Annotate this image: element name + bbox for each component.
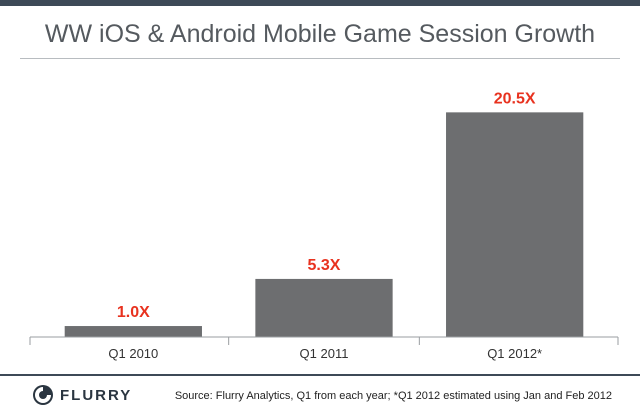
x-tick-label-1: Q1 2010: [108, 346, 158, 361]
title-divider: [20, 58, 620, 59]
x-tick-label-3: Q1 2012*: [487, 346, 542, 361]
flurry-logo: FLURRY: [32, 383, 132, 407]
flurry-logo-icon: [33, 385, 53, 405]
source-note: Source: Flurry Analytics, Q1 from each y…: [174, 390, 612, 402]
data-label-2: 5.3X: [308, 257, 341, 274]
flurry-logo-text: FLURRY: [60, 386, 133, 404]
footer-rule: [0, 374, 640, 376]
bar-chart: 1.0X Q1 2010 5.3X Q1 2011 20.5X Q1 2012*: [29, 90, 619, 361]
top-rule: [0, 0, 640, 6]
data-label-1: 1.0X: [117, 304, 150, 321]
bar-3: [446, 112, 584, 337]
chart-title: WW iOS & Android Mobile Game Session Gro…: [44, 20, 596, 48]
bar-1: [64, 326, 202, 337]
x-tick-label-2: Q1 2011: [300, 346, 349, 361]
bar-2: [255, 278, 393, 337]
data-label-3: 20.5X: [494, 90, 536, 107]
